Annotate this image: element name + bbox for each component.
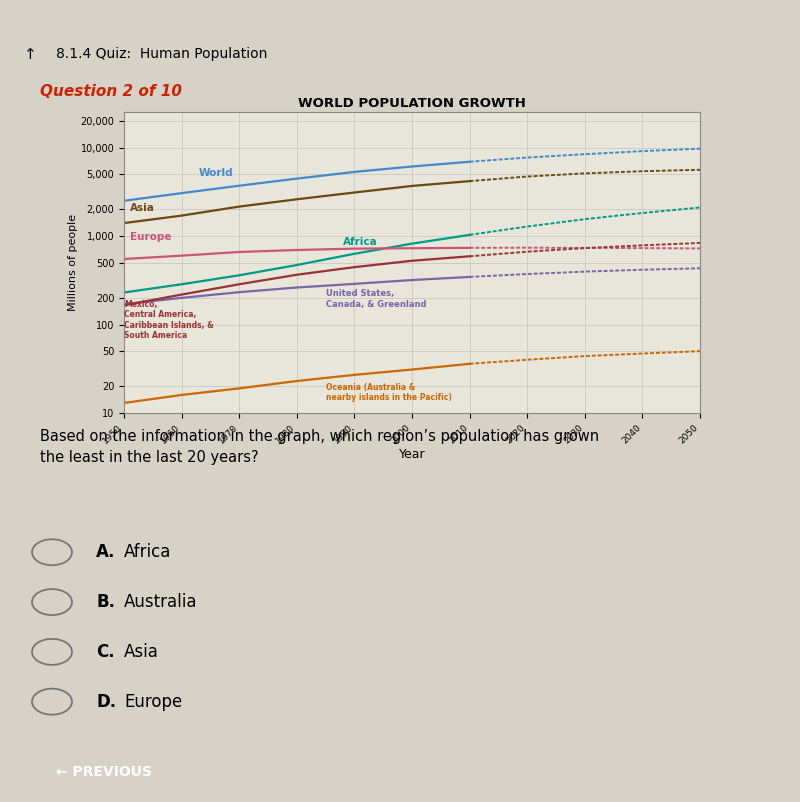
Text: Australia: Australia: [124, 593, 198, 611]
Text: D.: D.: [96, 693, 116, 711]
Text: C.: C.: [96, 643, 114, 661]
Text: Based on the information in the graph, which region’s population has grown
the l: Based on the information in the graph, w…: [40, 429, 599, 464]
Y-axis label: Millions of people: Millions of people: [68, 214, 78, 311]
Text: Asia: Asia: [130, 204, 154, 213]
Text: Question 2 of 10: Question 2 of 10: [40, 83, 182, 99]
Text: ← PREVIOUS: ← PREVIOUS: [56, 765, 152, 779]
Text: A.: A.: [96, 543, 115, 561]
Text: B.: B.: [96, 593, 115, 611]
Text: Europe: Europe: [124, 693, 182, 711]
Text: United States,
Canada, & Greenland: United States, Canada, & Greenland: [326, 290, 426, 309]
Title: WORLD POPULATION GROWTH: WORLD POPULATION GROWTH: [298, 97, 526, 110]
Text: Asia: Asia: [124, 643, 159, 661]
Text: Africa: Africa: [124, 543, 171, 561]
Text: World: World: [199, 168, 234, 177]
Text: Africa: Africa: [343, 237, 378, 247]
Text: Mexico,
Central America,
Caribbean Islands, &
South America: Mexico, Central America, Caribbean Islan…: [124, 300, 214, 340]
Text: ↑: ↑: [24, 47, 37, 62]
Text: Europe: Europe: [130, 232, 171, 241]
X-axis label: Year: Year: [398, 448, 426, 461]
Text: 8.1.4 Quiz:  Human Population: 8.1.4 Quiz: Human Population: [56, 47, 267, 61]
Text: Oceania (Australia &
nearby islands in the Pacific): Oceania (Australia & nearby islands in t…: [326, 383, 451, 403]
